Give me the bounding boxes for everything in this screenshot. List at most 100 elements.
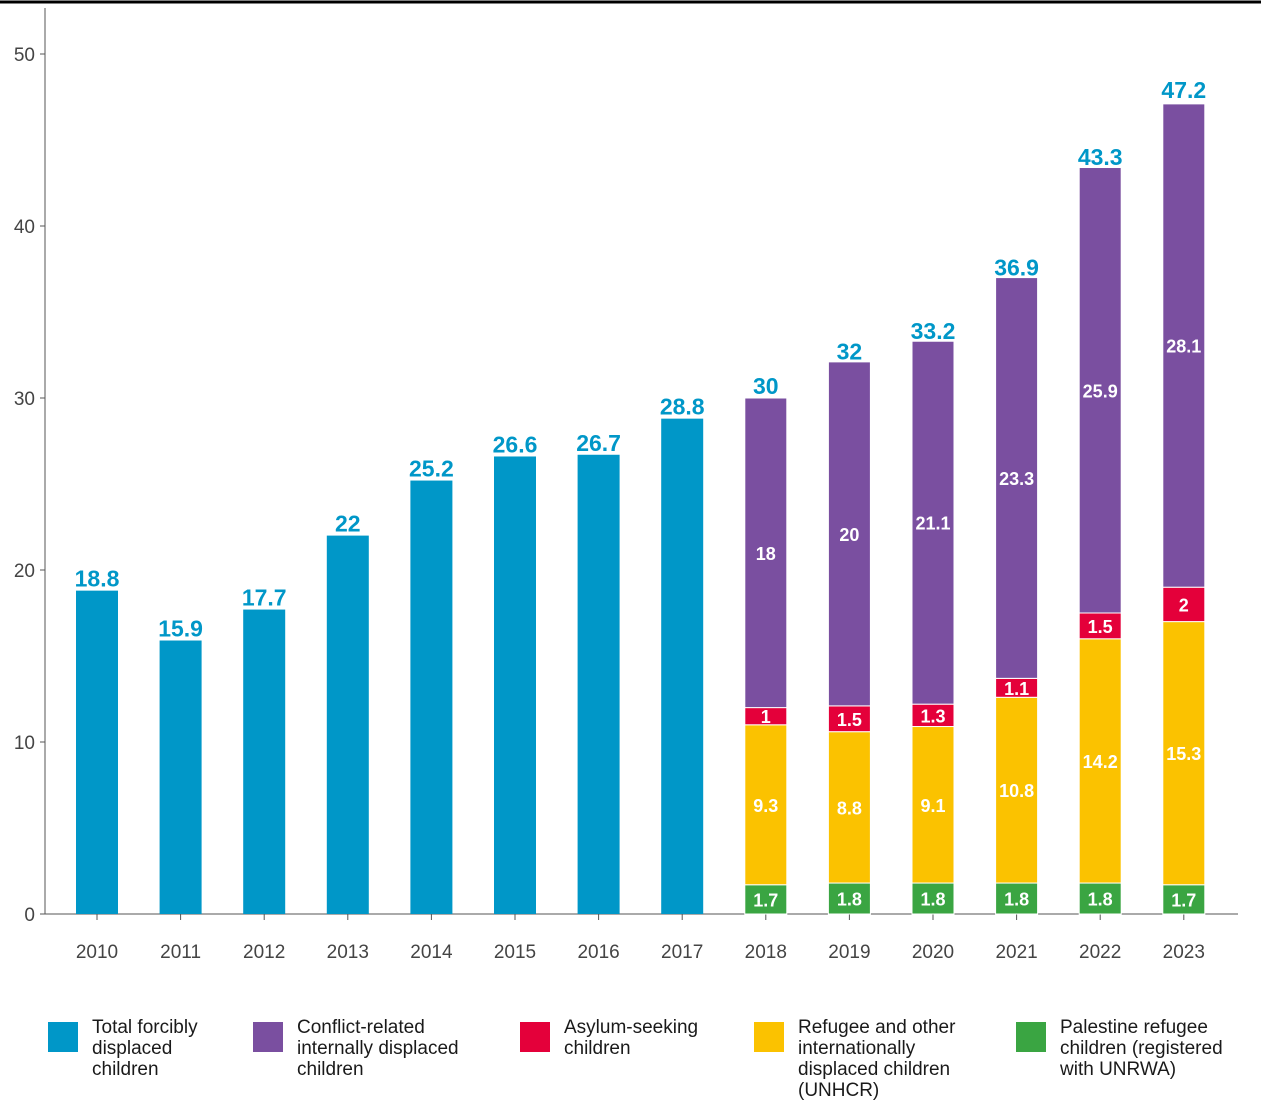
legend-label-asylum: Asylum-seeking children — [564, 1017, 699, 1059]
bar-segment — [744, 724, 788, 886]
legend-item-refugee: Refugee and other internationally displa… — [754, 1017, 955, 1101]
segment-value-label: 20 — [839, 525, 859, 545]
x-tick-label: 2013 — [327, 942, 369, 963]
total-value-label: 30 — [753, 373, 779, 399]
bar-segment — [827, 361, 871, 707]
legend-swatch-total — [48, 1022, 78, 1052]
legend-swatch-idp — [253, 1022, 283, 1052]
bar-total — [243, 609, 286, 914]
total-value-label: 33.2 — [911, 318, 956, 344]
bar-segment — [1078, 612, 1122, 640]
legend-swatch-refugee — [754, 1022, 784, 1052]
legend-item-asylum: Asylum-seeking children — [520, 1017, 698, 1059]
segment-value-label: 1.1 — [1004, 679, 1029, 699]
x-tick-label: 2017 — [661, 942, 703, 963]
segment-value-label: 1.8 — [1004, 890, 1029, 910]
bar-segment — [1162, 621, 1206, 886]
bar-total — [410, 480, 453, 914]
bar-segment — [1078, 638, 1122, 884]
y-tick-label: 30 — [14, 389, 35, 410]
legend-label-idp: Conflict-related internally displaced ch… — [297, 1017, 459, 1080]
total-value-label: 43.3 — [1078, 144, 1123, 170]
x-tick-label: 2021 — [995, 942, 1037, 963]
bar-segment — [1162, 586, 1206, 623]
total-value-label: 47.2 — [1161, 77, 1206, 103]
x-tick-label: 2011 — [160, 942, 201, 963]
segment-value-label: 1.8 — [920, 890, 945, 910]
segment-value-label: 28.1 — [1166, 337, 1201, 357]
x-tick-label: 2016 — [577, 942, 619, 963]
bar-total — [76, 590, 118, 914]
segment-value-label: 21.1 — [915, 514, 950, 534]
segment-value-label: 1.5 — [1088, 617, 1113, 637]
segment-value-label: 1.5 — [837, 710, 862, 730]
legend-item-total: Total forcibly displaced children — [48, 1017, 198, 1080]
bar-segment — [744, 884, 788, 915]
segment-value-label: 15.3 — [1166, 744, 1201, 764]
bar-total — [577, 454, 620, 914]
segment-value-label: 2 — [1179, 595, 1189, 615]
segment-value-label: 9.3 — [753, 796, 778, 816]
segment-value-label: 10.8 — [999, 781, 1034, 801]
x-tick-label: 2012 — [243, 942, 285, 963]
total-value-label: 18.8 — [75, 566, 120, 592]
y-tick-label: 0 — [24, 905, 35, 926]
bar-segment — [744, 397, 788, 709]
x-tick-label: 2018 — [745, 942, 787, 963]
segment-value-label: 1.8 — [837, 890, 862, 910]
segment-value-label: 1 — [761, 707, 771, 727]
bar-segment — [995, 696, 1039, 884]
y-tick-label: 50 — [14, 45, 35, 66]
segment-value-label: 9.1 — [920, 796, 945, 816]
total-value-label: 26.7 — [576, 430, 621, 456]
bar-total — [326, 535, 369, 914]
x-tick-label: 2020 — [912, 942, 954, 963]
x-tick-label: 2023 — [1163, 942, 1205, 963]
total-value-label: 26.6 — [493, 431, 538, 457]
bar-segment — [827, 731, 871, 884]
legend-swatch-asylum — [520, 1022, 550, 1052]
total-value-label: 17.7 — [242, 585, 287, 611]
x-tick-label: 2022 — [1079, 942, 1121, 963]
bar-segment — [827, 882, 871, 915]
bar-total — [159, 640, 202, 914]
total-value-label: 32 — [837, 339, 863, 365]
segment-value-label: 14.2 — [1083, 752, 1118, 772]
total-labels: 18.8 15.9 17.7 22 25.2 26.6 26.7 28.8 30 32 33.2 36… — [75, 77, 1207, 641]
bar-segment — [995, 277, 1039, 679]
segment-value-label: 23.3 — [999, 469, 1034, 489]
total-value-label: 36.9 — [994, 254, 1039, 280]
segment-value-label: 1.7 — [1171, 890, 1196, 910]
bar-total — [661, 418, 704, 914]
segment-labels: 1.79.31181.88.81.5201.89.11.321.11.810.8… — [753, 337, 1201, 911]
x-tick-label: 2010 — [76, 942, 118, 963]
bar-segment — [827, 705, 871, 733]
segment-value-label: 1.3 — [920, 706, 945, 726]
bars — [76, 103, 1206, 915]
y-tick-label: 20 — [14, 561, 35, 582]
y-tick-label: 40 — [14, 217, 35, 238]
x-tick-label: 2019 — [828, 942, 870, 963]
x-tick-label: 2015 — [494, 942, 536, 963]
segment-value-label: 18 — [756, 544, 776, 564]
segment-value-label: 25.9 — [1083, 381, 1118, 401]
bar-total — [494, 456, 536, 914]
bar-segment — [995, 882, 1039, 915]
bar-segment — [1162, 103, 1206, 588]
x-tick-label: 2014 — [410, 942, 453, 963]
bar-segment — [911, 340, 955, 705]
y-axis: 0 10 20 30 40 50 — [14, 8, 46, 926]
legend-label-total: Total forcibly displaced children — [92, 1017, 198, 1080]
segment-value-label: 1.7 — [753, 890, 778, 910]
y-tick-label: 10 — [14, 733, 35, 754]
segment-value-label: 8.8 — [837, 798, 862, 818]
total-value-label: 22 — [335, 511, 361, 537]
x-axis: 2010 2011 2012 2013 2014 2015 2016 2017 2018 2019… — [45, 913, 1238, 963]
bar-segment — [911, 726, 955, 884]
legend-swatch-palestine — [1016, 1022, 1046, 1052]
legend: Total forcibly displaced children Confli… — [0, 1017, 1261, 1117]
bar-segment — [1078, 167, 1122, 614]
legend-label-palestine: Palestine refugee children (registered w… — [1060, 1017, 1223, 1080]
total-value-label: 25.2 — [409, 456, 454, 482]
